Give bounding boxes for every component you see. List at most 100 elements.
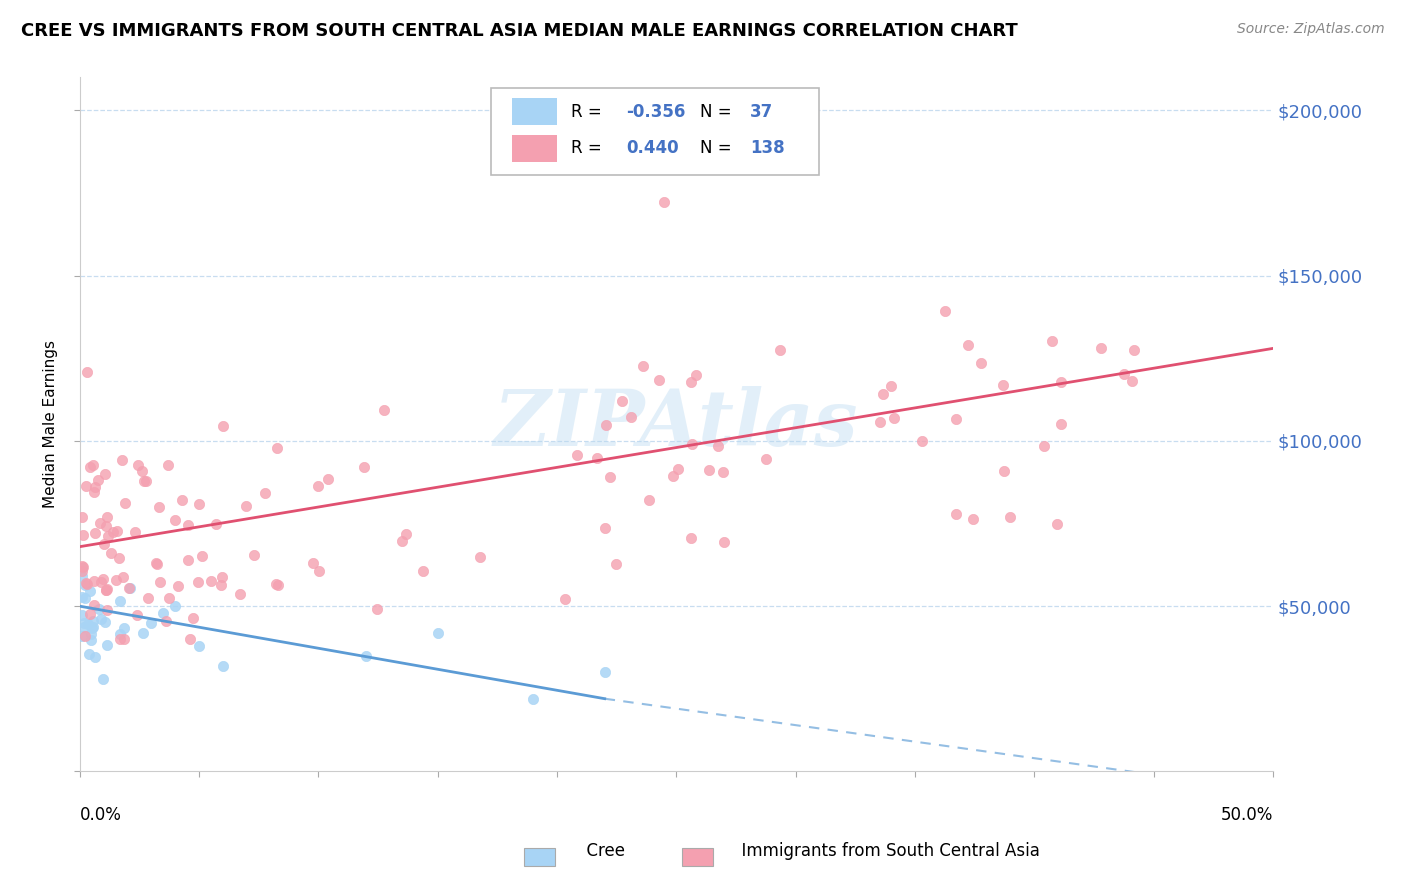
Point [554,592,576,607]
Point [191,549,214,564]
Point [72,560,94,574]
Point [70,590,93,604]
Point [83,599,105,613]
Point [70,558,93,573]
Point [94,583,117,598]
Text: Cree: Cree [555,842,626,860]
Point [395,527,418,541]
Point [593,520,616,534]
Point [79,607,101,621]
Point [76,365,98,379]
Point [209,577,232,591]
Point [75,591,97,606]
Point [620,409,643,424]
Point [111,453,134,467]
Point [91,572,114,586]
Point [75,576,97,591]
Point [969,355,991,369]
Point [593,665,616,680]
Point [179,632,201,647]
Point [83,525,105,540]
Point [94,615,117,629]
Point [110,632,132,647]
Point [70,510,93,524]
Point [1046,517,1069,532]
Point [697,463,720,477]
Point [187,575,209,590]
Point [945,411,967,425]
Point [685,368,707,382]
Point [883,410,905,425]
Text: ZIPAtlas: ZIPAtlas [494,386,859,463]
Point [70,561,93,575]
Point [243,548,266,562]
Point [205,516,228,531]
Point [96,638,118,652]
Point [599,470,621,484]
Point [112,632,135,647]
Point [586,450,609,465]
Point [267,578,290,592]
Text: R =: R = [571,103,602,120]
Point [131,465,153,479]
Point [177,553,200,567]
Point [391,533,413,548]
Point [470,549,492,564]
Point [565,448,588,462]
Point [149,575,172,590]
Point [70,629,93,643]
Point [1040,334,1063,349]
Point [76,576,98,591]
Point [307,479,329,493]
Point [1033,439,1056,453]
Y-axis label: Median Male Earnings: Median Male Earnings [44,341,58,508]
Point [181,611,204,625]
Point [713,535,735,549]
Point [70,607,93,622]
Point [1000,510,1022,524]
Point [605,557,627,571]
Text: 0.440: 0.440 [626,139,679,157]
Point [82,458,104,472]
Point [934,303,956,318]
Point [132,474,155,488]
Point [146,558,169,572]
Point [87,474,110,488]
Point [114,496,136,510]
Point [155,614,177,628]
Point [668,462,690,476]
Point [993,464,1015,478]
Point [145,557,167,571]
Point [681,436,703,450]
Point [73,578,96,592]
Point [94,518,117,533]
Point [141,615,163,630]
Point [1114,368,1136,382]
FancyBboxPatch shape [512,136,557,161]
Point [75,479,97,493]
Point [127,458,149,472]
Point [103,524,125,539]
Point [108,626,131,640]
Point [108,594,131,608]
Point [157,458,180,472]
Text: CREE VS IMMIGRANTS FROM SOUTH CENTRAL ASIA MEDIAN MALE EARNINGS CORRELATION CHAR: CREE VS IMMIGRANTS FROM SOUTH CENTRAL AS… [21,22,1018,40]
Point [80,627,103,641]
Point [648,373,671,387]
Point [264,576,287,591]
Point [962,512,984,526]
Point [96,603,118,617]
Point [522,691,544,706]
Point [711,465,734,479]
Point [426,625,449,640]
Point [177,517,200,532]
Point [1122,343,1144,358]
Text: 138: 138 [751,139,785,157]
Point [96,583,118,598]
Point [82,620,104,634]
Point [911,434,934,448]
Point [633,359,655,373]
Point [1050,375,1073,389]
Point [993,378,1015,392]
Point [373,403,395,417]
